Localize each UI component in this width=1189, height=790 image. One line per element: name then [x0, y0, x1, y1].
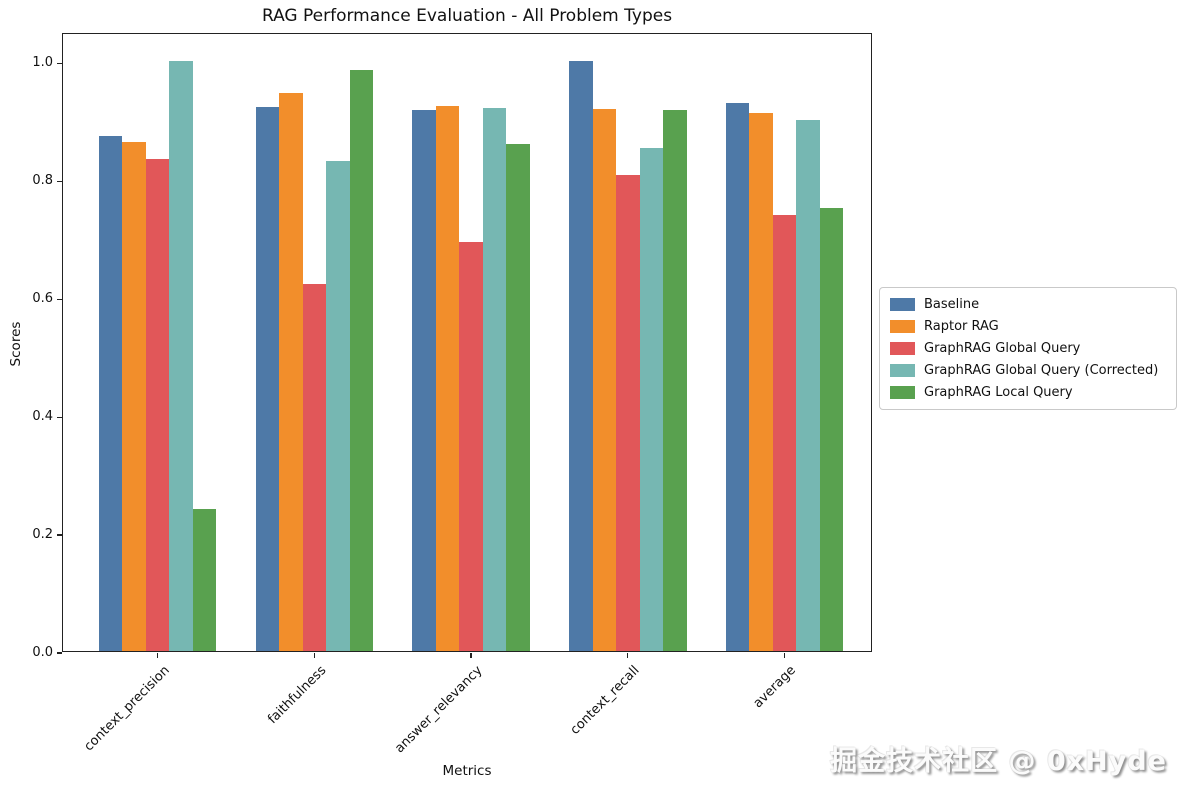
legend-label: Baseline	[924, 297, 980, 312]
bar-context_recall-4	[663, 109, 687, 651]
plot-area: 0.0 0.2 0.4 0.6 0.8 1.0 context_precision faith…	[32, 33, 872, 756]
x-tick-mark	[627, 653, 629, 658]
bar-average-2	[772, 214, 797, 651]
bar-context_recall-2	[616, 174, 640, 651]
bar-answer_relevancy-2	[459, 242, 483, 651]
y-tick-label: 0.6	[32, 291, 53, 307]
bar-context_precision-0	[98, 135, 123, 651]
legend-swatch	[890, 320, 915, 333]
x-axis-label: Metrics	[442, 763, 492, 779]
bar-context_precision-1	[122, 141, 146, 651]
legend-item: GraphRAG Global Query (Corrected)	[890, 363, 1166, 378]
bar-faithfulness-0	[255, 106, 280, 651]
y-tick-mark	[57, 416, 62, 418]
y-tick-mark	[57, 534, 62, 536]
x-tick-label-faithfulness: faithfulness	[264, 663, 329, 728]
y-tick-label: 0.0	[32, 645, 53, 660]
y-tick-mark	[57, 652, 62, 654]
x-tick-mark	[783, 653, 786, 658]
bar-context_recall-1	[592, 109, 617, 651]
y-tick-label: 0.2	[32, 527, 53, 543]
bar-context_recall-0	[569, 61, 593, 651]
bar-answer_relevancy-4	[506, 144, 530, 651]
x-tick-label-average: average	[750, 663, 800, 712]
bar-faithfulness-2	[302, 283, 327, 651]
bar-context_precision-3	[169, 61, 193, 651]
legend-item: Raptor RAG	[890, 319, 1166, 334]
bar-context_precision-4	[192, 508, 217, 651]
y-tick-label: 0.8	[32, 173, 53, 189]
legend-label: Raptor RAG	[924, 319, 999, 334]
bar-context_recall-3	[639, 148, 664, 651]
x-tick-label-context_recall: context_recall	[567, 663, 643, 738]
legend-label: GraphRAG Global Query (Corrected)	[924, 363, 1159, 378]
x-tick-label-context_precision: context_precision	[80, 663, 173, 755]
y-tick-mark	[57, 298, 62, 300]
bar-answer_relevancy-0	[412, 109, 436, 651]
bar-average-4	[819, 208, 844, 651]
chart-title: RAG Performance Evaluation - All Problem…	[261, 6, 673, 26]
x-tick-label-answer_relevancy: answer_relevancy	[392, 663, 486, 757]
bar-faithfulness-4	[349, 70, 374, 651]
y-tick-mark	[57, 180, 62, 183]
legend-item: GraphRAG Local Query	[890, 385, 1166, 400]
y-tick-mark	[57, 62, 62, 65]
bar-answer_relevancy-1	[435, 105, 460, 651]
legend-swatch	[890, 364, 915, 377]
legend-item: GraphRAG Global Query	[890, 341, 1166, 356]
legend-label: GraphRAG Global Query	[924, 341, 1081, 356]
legend-swatch	[890, 342, 915, 355]
legend-item: Baseline	[890, 297, 1166, 312]
y-tick-label: 0.4	[32, 409, 53, 425]
legend: Baseline Raptor RAG GraphRAG Global Query G…	[879, 287, 1177, 410]
bar-average-1	[749, 112, 773, 651]
watermark: 掘金技术社区 @ 0xHyde	[830, 746, 1167, 777]
y-axis-label: Scores	[8, 321, 24, 367]
y-tick-label: 1.0	[32, 55, 53, 71]
legend-swatch	[890, 298, 915, 311]
x-tick-mark	[470, 653, 472, 658]
bar-faithfulness-1	[279, 93, 303, 651]
bar-context_precision-2	[145, 158, 170, 651]
bar-answer_relevancy-3	[482, 108, 507, 651]
x-tick-mark	[313, 653, 316, 658]
bar-average-3	[796, 119, 820, 651]
legend-label: GraphRAG Local Query	[924, 385, 1073, 400]
legend-swatch	[890, 386, 915, 399]
bar-average-0	[725, 103, 750, 651]
bar-faithfulness-3	[326, 161, 350, 651]
x-tick-mark	[157, 653, 159, 658]
